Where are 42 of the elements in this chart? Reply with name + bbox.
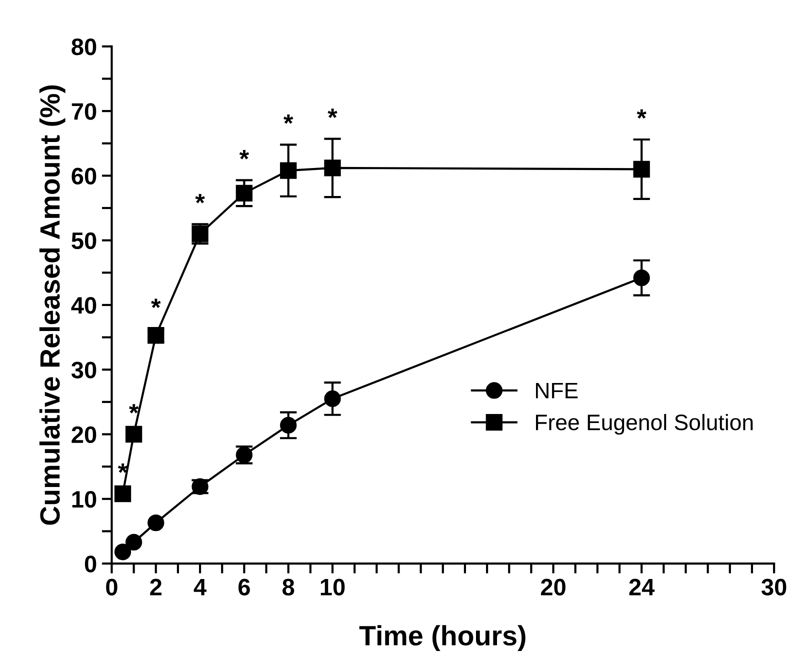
point <box>114 544 132 560</box>
annotation: * <box>328 108 338 118</box>
x-tick-label: 6 <box>238 578 250 596</box>
annotation: * <box>239 150 250 160</box>
y-tick-label: 30 <box>71 362 96 378</box>
point <box>114 485 132 502</box>
point <box>125 534 142 551</box>
y-tick-label: 60 <box>72 168 96 184</box>
y-tick-label: 50 <box>72 232 96 250</box>
point <box>125 426 142 443</box>
x-axis-title: Time (hours) <box>359 625 526 652</box>
legend-label: Free Eugenol Solution <box>536 414 753 435</box>
y-tick-label: 10 <box>72 490 96 508</box>
point <box>324 390 341 408</box>
annotation: * <box>284 114 294 124</box>
x-tick-label: 24 <box>629 578 655 596</box>
point <box>148 327 164 344</box>
x-tick-label: 20 <box>540 578 566 596</box>
point <box>280 416 297 434</box>
annotation: * <box>195 194 205 204</box>
point <box>633 269 650 286</box>
y-tick-label: 0 <box>84 556 96 572</box>
y-tick-label: 80 <box>72 38 96 56</box>
y-tick-label: 20 <box>72 426 96 444</box>
x-tick-label: 8 <box>282 578 294 596</box>
x-tick-label: 30 <box>761 578 786 596</box>
point <box>148 514 164 532</box>
y-axis-title: Cumulative Released Amount (%) <box>39 85 66 525</box>
x-tick-label: 0 <box>106 578 118 596</box>
legend-label: NFE <box>536 382 578 398</box>
annotation: * <box>636 109 646 119</box>
point <box>280 162 297 179</box>
point <box>633 160 650 178</box>
x-tick-label: 10 <box>320 578 345 596</box>
x-tick-label: 4 <box>194 579 206 596</box>
point <box>236 184 253 202</box>
annotation: * <box>129 404 139 414</box>
x-tick-label: 2 <box>150 578 162 596</box>
annotation: * <box>151 298 161 308</box>
point <box>324 160 341 176</box>
y-tick-label: 70 <box>72 103 96 120</box>
y-tick-label: 40 <box>71 297 96 314</box>
